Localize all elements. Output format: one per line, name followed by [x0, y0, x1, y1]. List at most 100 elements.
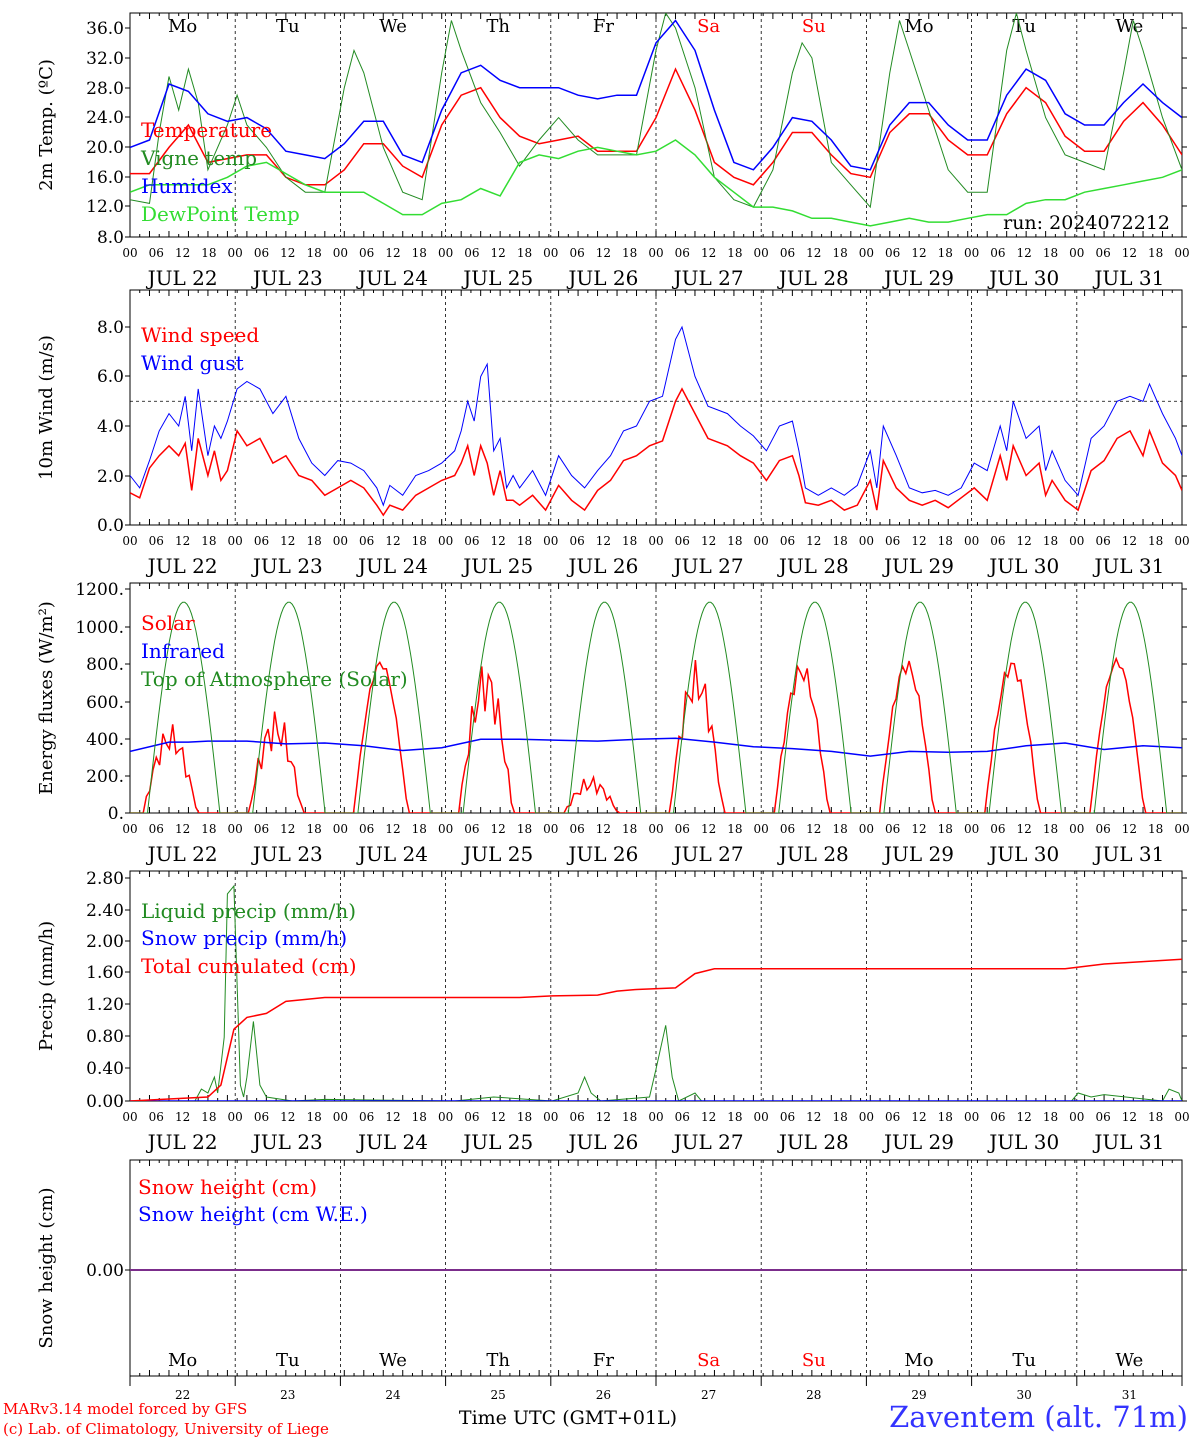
hour-label: 00 [122, 1110, 137, 1124]
legend-vigne: Vigne temp [140, 146, 257, 170]
weekday-label: Tu [1012, 16, 1036, 37]
y-tick-label: 1.60 [86, 963, 124, 983]
y-tick-label: 28.0 [86, 79, 124, 99]
y-tick-label: 6.0 [97, 367, 124, 387]
y-tick-label: 0.00 [86, 1261, 124, 1281]
legend-snow_precip: Snow precip (mm/h) [141, 926, 347, 950]
date-label: JUL 31 [1092, 1130, 1164, 1154]
hour-label: 06 [675, 1110, 690, 1124]
weekday-label: Mo [904, 16, 933, 37]
hour-label: 12 [806, 534, 821, 548]
hour-label: 12 [1017, 534, 1032, 548]
legend-infrared: Infrared [141, 639, 225, 663]
hour-label: 06 [885, 246, 900, 260]
date-label: JUL 24 [356, 554, 428, 578]
hour-label: 18 [517, 1110, 532, 1124]
date-label: JUL 22 [146, 842, 218, 866]
hour-label: 06 [464, 534, 479, 548]
hour-label: 00 [438, 534, 453, 548]
hour-label: 12 [806, 1110, 821, 1124]
hour-label: 06 [1095, 246, 1110, 260]
date-label: JUL 31 [1092, 554, 1164, 578]
hour-label-end: 00 [1174, 246, 1189, 260]
legend-temperature: Temperature [141, 118, 272, 142]
hour-label: 12 [911, 534, 926, 548]
hour-label: 00 [754, 534, 769, 548]
hour-label: 00 [543, 246, 558, 260]
date-label: JUL 26 [566, 1130, 638, 1154]
date-label: JUL 30 [987, 554, 1059, 578]
hour-label: 18 [306, 1110, 321, 1124]
y-tick-label: 0.40 [86, 1059, 124, 1079]
weekday-label: Sa [697, 16, 720, 37]
hour-label: 12 [491, 1110, 506, 1124]
date-label: JUL 25 [461, 842, 533, 866]
hour-label: 12 [701, 1110, 716, 1124]
hour-label: 18 [201, 822, 216, 836]
date-label: JUL 30 [987, 266, 1059, 290]
y-tick-label: 1200. [75, 580, 124, 600]
hour-label: 12 [911, 246, 926, 260]
hour-label: 18 [832, 534, 847, 548]
hour-label: 00 [964, 822, 979, 836]
y-tick-label: 36.0 [86, 19, 124, 39]
hour-label: 00 [333, 1110, 348, 1124]
hour-label: 18 [727, 822, 742, 836]
weekday-label: Mo [168, 16, 197, 37]
hour-label: 00 [438, 1110, 453, 1124]
panel-4: 2.80 2.40 2.00 1.60 1.20 0.80 0.40 0.00 Precip (… [36, 869, 1190, 1154]
hour-label: 00 [333, 246, 348, 260]
hour-label: 06 [990, 1110, 1005, 1124]
y-axis-title: Energy fluxes (W/m²) [36, 601, 57, 795]
hour-label: 18 [1148, 534, 1163, 548]
y-axis-title: 2m Temp. (ºC) [36, 59, 57, 191]
panel-3: 1200. 1000. 800. 600. 400. 200. 0. Energy fluxe… [36, 580, 1190, 866]
y-tick-label: 20.0 [86, 138, 124, 158]
hour-label: 12 [1122, 246, 1137, 260]
legend-dewpoint: DewPoint Temp [141, 202, 300, 226]
hour-label: 12 [1122, 822, 1137, 836]
hour-label: 00 [648, 1110, 663, 1124]
day-number-label: 25 [491, 1388, 506, 1402]
hour-label: 00 [438, 822, 453, 836]
date-label: JUL 26 [566, 266, 638, 290]
y-tick-label: 2.80 [86, 869, 124, 889]
hour-label: 18 [938, 534, 953, 548]
date-label: JUL 24 [356, 842, 428, 866]
date-label: JUL 27 [672, 554, 744, 578]
y-axis-title: 10m Wind (m/s) [36, 335, 57, 480]
hour-label: 06 [359, 246, 374, 260]
date-label: JUL 29 [882, 554, 954, 578]
y-tick-label: 200. [86, 767, 124, 787]
date-label: JUL 28 [777, 266, 849, 290]
date-label: JUL 26 [566, 554, 638, 578]
hour-label: 00 [648, 534, 663, 548]
hour-label: 00 [1069, 534, 1084, 548]
hour-label: 18 [727, 534, 742, 548]
hour-label: 12 [596, 822, 611, 836]
y-tick-label: 16.0 [86, 168, 124, 188]
date-label: JUL 27 [672, 842, 744, 866]
hour-label: 06 [990, 534, 1005, 548]
hour-label: 06 [464, 1110, 479, 1124]
weekday-label: Tu [1012, 1350, 1036, 1371]
weekday-label: Th [486, 16, 510, 37]
hour-label: 06 [254, 1110, 269, 1124]
y-tick-label: 8.0 [97, 228, 124, 248]
station-label: Zaventem (alt. 71m) [889, 1400, 1188, 1434]
series-group [130, 325, 1182, 517]
hour-label: 06 [885, 822, 900, 836]
hour-label: 18 [832, 1110, 847, 1124]
hour-label: 18 [201, 534, 216, 548]
series-line-vigne [130, 13, 1182, 209]
date-label: JUL 29 [882, 266, 954, 290]
hour-label-end: 00 [1174, 534, 1189, 548]
hour-label: 18 [727, 246, 742, 260]
hour-label: 00 [964, 1110, 979, 1124]
y-tick-label: 1.20 [86, 995, 124, 1015]
y-tick-label: 32.0 [86, 49, 124, 69]
hour-label: 12 [596, 246, 611, 260]
weekday-label: Tu [276, 1350, 300, 1371]
date-label: JUL 22 [146, 554, 218, 578]
